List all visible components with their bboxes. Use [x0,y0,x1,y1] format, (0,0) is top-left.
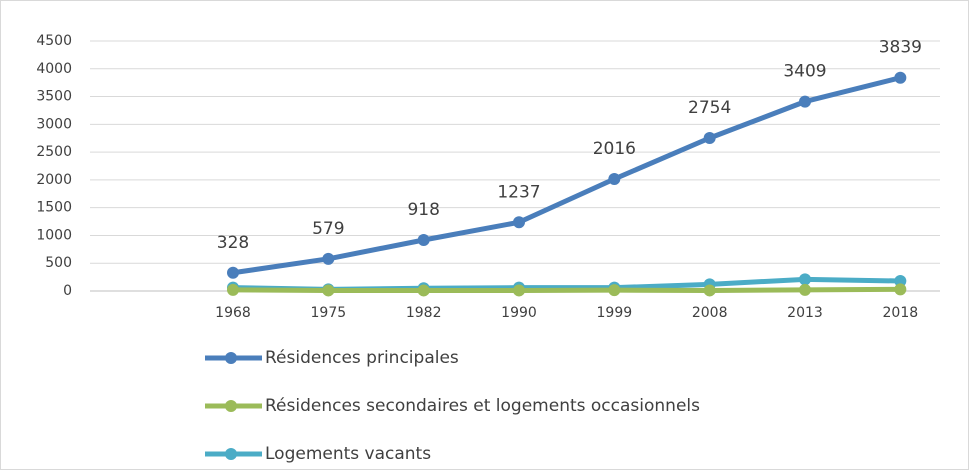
x-tick-label: 2018 [883,305,919,321]
data-point [417,234,430,246]
legend-label: Logements vacants [265,444,431,464]
data-label: 3839 [879,38,922,58]
series-line [232,75,901,276]
data-point [894,283,907,296]
x-tick-label: 1990 [501,305,537,321]
data-point [894,71,907,84]
y-tick-label: 1000 [36,227,72,243]
data-point [227,283,239,296]
series-line [232,286,901,293]
x-tick-label: 1999 [597,305,633,321]
y-tick-label: 500 [45,255,72,271]
legend-label: Résidences principales [265,348,459,368]
data-label: 2016 [593,139,636,159]
data-label: 918 [407,200,439,220]
y-tick-label: 2500 [36,144,72,160]
data-point [799,283,811,296]
y-tick-label: 4000 [36,61,72,77]
y-tick-label: 3500 [36,89,72,105]
data-point [799,273,811,286]
data-label: 2754 [688,98,731,118]
x-tick-label: 1975 [311,305,347,321]
data-point [703,132,716,144]
y-tick-label: 3000 [36,116,72,132]
data-label: 328 [217,233,249,253]
x-tick-label: 2008 [692,305,728,321]
y-tick-label: 0 [63,283,72,299]
y-tick-label: 2000 [36,172,72,188]
data-point [608,284,621,297]
x-tick-label: 1982 [406,305,442,321]
data-point [513,216,525,229]
x-tick-label: 1968 [215,305,251,321]
data-point [322,252,335,265]
data-label: 1237 [497,182,540,202]
legend-marker [225,352,237,364]
data-point [703,284,716,297]
data-point [608,173,621,185]
data-label: 579 [312,219,344,239]
data-point [513,284,525,297]
y-tick-label: 1500 [36,200,72,216]
legend-marker [225,448,237,460]
data-point [227,266,239,279]
legend-label: Résidences secondaires et logements occa… [265,396,700,416]
x-tick-label: 2013 [787,305,823,321]
data-point [799,95,811,108]
data-label: 3409 [783,62,826,82]
data-point [417,284,430,297]
legend-marker [225,400,237,412]
data-point [894,275,907,287]
data-point [322,284,335,297]
y-tick-label: 4500 [36,33,72,49]
